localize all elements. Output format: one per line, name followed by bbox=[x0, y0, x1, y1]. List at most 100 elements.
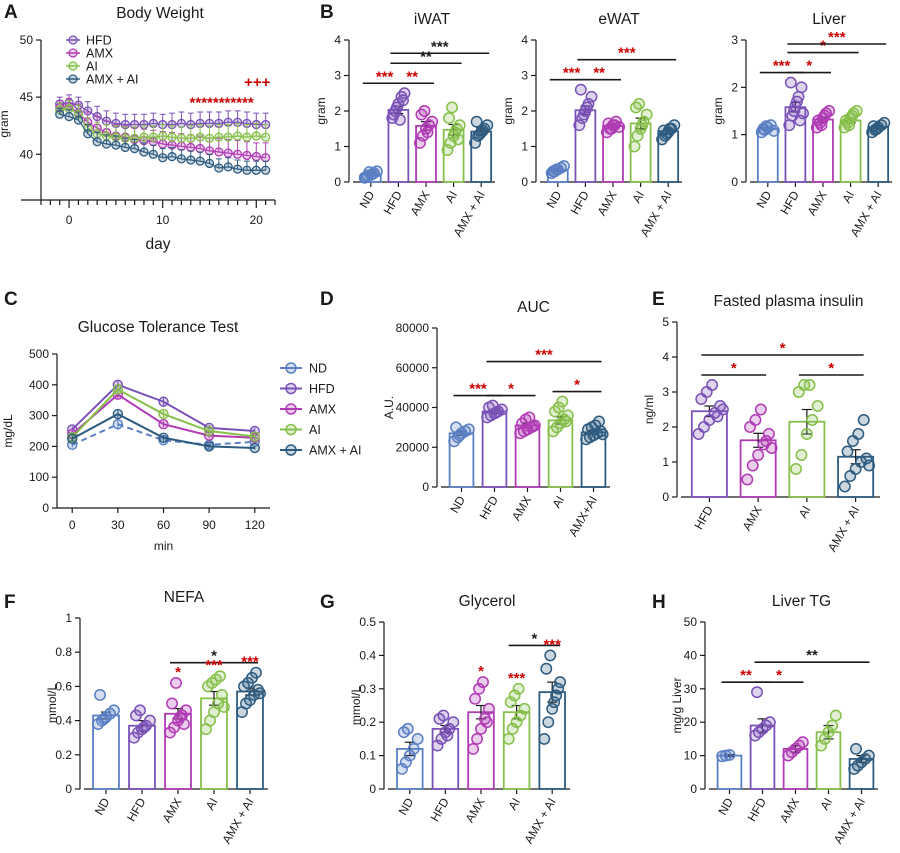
data-point bbox=[55, 109, 65, 119]
data-point bbox=[580, 101, 593, 114]
data-point bbox=[112, 408, 124, 420]
y-tick-label: 0.2 bbox=[359, 715, 376, 729]
data-point bbox=[795, 81, 808, 94]
x-tick-label: AMX bbox=[509, 494, 534, 524]
data-point bbox=[195, 143, 205, 154]
data-point bbox=[139, 132, 149, 142]
data-point bbox=[803, 379, 816, 391]
data-point bbox=[552, 401, 565, 414]
data-point bbox=[94, 689, 106, 701]
y-tick-label: 1 bbox=[731, 128, 738, 142]
x-tick-label: AI bbox=[203, 796, 221, 813]
legend-label: AI bbox=[86, 60, 98, 74]
significance-label: +++ bbox=[244, 74, 271, 91]
data-point bbox=[469, 692, 482, 705]
data-point bbox=[158, 419, 169, 430]
panel-G: G Glycerol 0 0.1 0.2 0.3 0.4 0.5 mmol/L ND HFD AMX A… bbox=[320, 592, 570, 846]
x-tick-label: ND bbox=[396, 795, 417, 817]
data-point bbox=[850, 742, 862, 755]
y-tick-label: 1 bbox=[334, 140, 341, 154]
data-point bbox=[158, 408, 169, 420]
data-point bbox=[636, 119, 649, 132]
x-tick-label: ND bbox=[357, 188, 378, 210]
data-point bbox=[178, 718, 190, 730]
panel-A: A Body Weight 40 45 50 gram 0 10 20 day HFDAMXAIAM… bbox=[0, 2, 276, 253]
legend-marker bbox=[285, 444, 297, 456]
significance-label: *** bbox=[543, 636, 561, 653]
significance-label: * bbox=[820, 38, 826, 55]
data-point bbox=[852, 428, 865, 440]
data-point bbox=[203, 425, 215, 437]
data-point bbox=[112, 419, 124, 430]
legend-label: ND bbox=[309, 362, 327, 376]
significance-label: * bbox=[806, 58, 812, 75]
data-point bbox=[443, 722, 456, 735]
data-point bbox=[204, 146, 215, 156]
data-point bbox=[214, 163, 224, 173]
data-point bbox=[490, 406, 503, 419]
y-axis-label: mmol/L bbox=[45, 684, 59, 724]
data-point bbox=[393, 113, 406, 126]
y-tick-label: 0.8 bbox=[55, 645, 72, 659]
y-tick-label: 5 bbox=[662, 315, 669, 329]
data-point bbox=[552, 682, 565, 695]
data-point bbox=[510, 716, 523, 729]
data-point bbox=[112, 384, 124, 395]
data-point bbox=[64, 111, 74, 122]
x-axis-label: min bbox=[154, 539, 173, 553]
data-point bbox=[431, 739, 444, 752]
data-point bbox=[818, 732, 831, 745]
x-tick-label: 60 bbox=[157, 518, 171, 532]
data-point bbox=[763, 716, 776, 729]
data-point bbox=[186, 133, 196, 143]
chart-title: Body Weight bbox=[116, 5, 204, 22]
legend-marker bbox=[285, 423, 297, 436]
data-point bbox=[857, 414, 870, 426]
data-point bbox=[752, 449, 765, 461]
y-axis-label: gram bbox=[501, 97, 515, 124]
data-point bbox=[542, 716, 555, 729]
data-point bbox=[544, 649, 557, 662]
data-point bbox=[148, 149, 158, 159]
data-point bbox=[640, 108, 653, 121]
significance-label: *** bbox=[376, 68, 394, 85]
data-point bbox=[826, 719, 839, 732]
data-point bbox=[399, 756, 412, 769]
y-tick-label: 1 bbox=[662, 455, 669, 469]
data-point bbox=[366, 168, 379, 181]
data-point bbox=[741, 473, 754, 486]
data-point bbox=[860, 452, 873, 465]
data-point bbox=[663, 122, 676, 135]
significance-label: *** bbox=[431, 38, 449, 55]
data-point bbox=[723, 748, 736, 761]
data-point bbox=[762, 428, 775, 440]
y-tick-label: 0.6 bbox=[55, 679, 72, 693]
data-point bbox=[158, 432, 169, 443]
y-tick-label: 20 bbox=[684, 715, 698, 729]
data-point bbox=[232, 164, 243, 174]
data-point bbox=[204, 158, 215, 169]
data-point bbox=[254, 687, 266, 700]
data-point bbox=[411, 732, 424, 745]
x-tick-label: HFD bbox=[428, 795, 453, 824]
data-point bbox=[550, 689, 563, 702]
x-tick-label: AMX bbox=[804, 189, 829, 219]
y-tick-label: 3 bbox=[521, 69, 528, 83]
data-point bbox=[838, 480, 851, 493]
chart-title: NEFA bbox=[164, 589, 205, 606]
y-tick-label: 0 bbox=[42, 501, 49, 515]
data-point bbox=[92, 137, 102, 147]
x-axis-label: day bbox=[146, 236, 171, 253]
data-point bbox=[216, 689, 228, 701]
x-tick-label: 90 bbox=[202, 518, 216, 532]
x-tick-label: ND bbox=[715, 795, 736, 817]
y-tick-label: 3 bbox=[731, 33, 738, 47]
y-tick-label: 500 bbox=[29, 347, 49, 361]
y-tick-label: 4 bbox=[521, 33, 528, 47]
y-axis-label: A.U. bbox=[382, 396, 396, 419]
legend-marker bbox=[68, 48, 78, 58]
legend-marker bbox=[285, 403, 297, 415]
data-point bbox=[249, 442, 260, 454]
y-tick-label: 1 bbox=[65, 611, 72, 625]
